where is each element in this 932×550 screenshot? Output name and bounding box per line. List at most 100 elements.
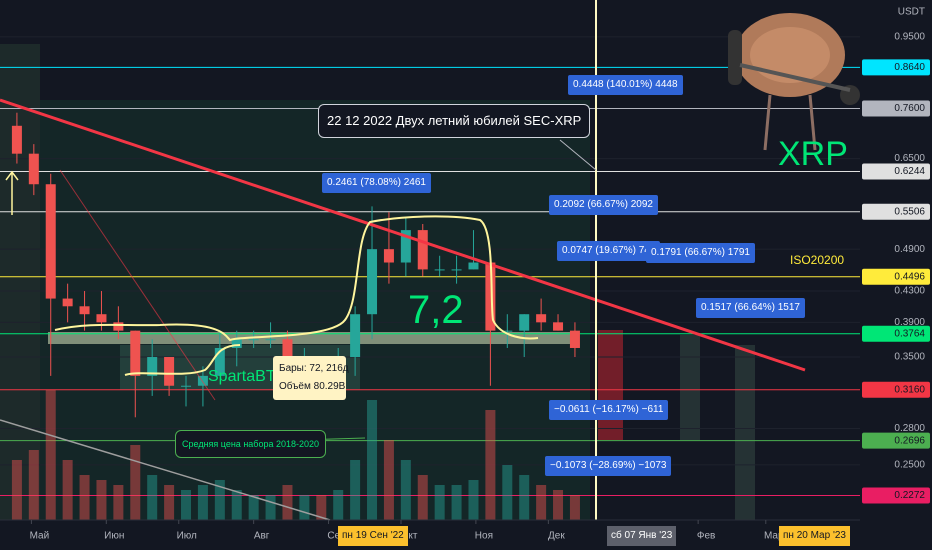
- volume-bar: [485, 410, 496, 520]
- time-label: пн 19 Сен '22: [338, 526, 408, 546]
- x-tick-label: Май: [30, 531, 50, 542]
- level-label: 0.7600: [894, 103, 925, 114]
- iso-label: ISO20200: [790, 253, 845, 267]
- measurement: 0.2461 (78.08%) 2461: [322, 173, 431, 193]
- y-tick-label: 0.3500: [894, 352, 925, 363]
- volume-bar: [62, 460, 73, 520]
- y-tick-label: 0.9500: [894, 32, 925, 43]
- volume-bar: [147, 475, 158, 520]
- candle-body: [350, 314, 361, 358]
- hand-drawn-outline: [54, 215, 539, 342]
- candle-body: [214, 347, 225, 376]
- brain-icon: [728, 13, 860, 151]
- candle-body: [468, 262, 479, 270]
- volume-bar: [181, 490, 192, 520]
- level-label-bg: [862, 203, 930, 220]
- volume-bar: [333, 490, 344, 520]
- symbol-label: XRP: [778, 135, 848, 173]
- volume-bar: [11, 460, 22, 520]
- measurement: 0.4448 (140.01%) 4448: [568, 75, 683, 95]
- shade: [735, 345, 755, 520]
- volume-bar: [96, 480, 107, 520]
- volume-bar: [248, 495, 259, 520]
- level-label-bg: [862, 487, 930, 504]
- candle-body: [181, 385, 192, 387]
- level-label: 0.2272: [894, 490, 925, 501]
- candle-body: [485, 262, 496, 331]
- candle-body: [62, 298, 73, 307]
- candle-body: [400, 230, 411, 263]
- volume-bar: [214, 480, 225, 520]
- candle-body: [28, 153, 39, 185]
- level-label: 0.6244: [894, 166, 925, 177]
- shade: [0, 44, 40, 520]
- y-tick-label: 0.2800: [894, 423, 925, 434]
- y-tick-label: 0.4900: [894, 244, 925, 255]
- candle-body: [451, 269, 462, 271]
- candle-body: [434, 269, 445, 271]
- volume-bar: [569, 495, 580, 520]
- volume-bar: [265, 495, 276, 520]
- author-label: SpartaBTC: [208, 368, 288, 385]
- candle-body: [383, 249, 394, 263]
- trend-line: [59, 169, 216, 401]
- trend-line: [0, 419, 331, 521]
- volume-bar: [519, 475, 530, 520]
- candle-body: [519, 314, 530, 331]
- x-tick-label: Сен: [327, 531, 345, 542]
- shade: [680, 335, 700, 440]
- hand-drawn-outline: [124, 344, 241, 376]
- volume-bar: [45, 390, 56, 520]
- x-tick-label: Мар: [764, 531, 784, 542]
- volume-bar: [130, 445, 141, 520]
- measurement: 0.1517 (66.64%) 1517: [696, 298, 805, 318]
- y-tick-label: 0.6500: [894, 153, 925, 164]
- time-label: пн 20 Мар '23: [779, 526, 850, 546]
- y-tick-label: 0.3900: [894, 317, 925, 328]
- level-label-bg: [862, 100, 930, 117]
- level-label: 0.5506: [894, 206, 925, 217]
- candle-body: [536, 314, 547, 323]
- target-zone: [598, 330, 623, 440]
- candle-body: [569, 330, 580, 348]
- level-label-bg: [862, 432, 930, 449]
- y-tick-label: 0.4300: [894, 286, 925, 297]
- candle-body: [282, 339, 293, 367]
- volume-bar: [451, 485, 462, 520]
- bars-count: Бары: 72, 216д: [279, 363, 349, 374]
- level-label: 0.8640: [894, 62, 925, 73]
- candle-body: [553, 322, 564, 331]
- measurement: −0.1073 (−28.69%) −1073: [545, 456, 672, 476]
- volume-bar: [113, 485, 124, 520]
- level-label-bg: [862, 381, 930, 398]
- time-label: сб 07 Янв '23: [607, 526, 677, 546]
- volume-bar: [197, 485, 208, 520]
- x-tick-label: Ноя: [475, 531, 493, 542]
- level-label: 0.4496: [894, 271, 925, 282]
- trend-line: [0, 98, 806, 372]
- candle-body: [164, 357, 175, 386]
- measurement: 0.1791 (66.67%) 1791: [646, 243, 755, 263]
- candle-body: [417, 230, 428, 270]
- level-label: 0.3160: [894, 384, 925, 395]
- volume-bar: [350, 460, 361, 520]
- level-label-bg: [862, 59, 930, 76]
- average-note: Средняя цена набора 2018-2020: [175, 430, 327, 458]
- candle-body: [113, 322, 124, 331]
- volume-bar: [164, 485, 175, 520]
- currency: USDT: [898, 7, 925, 18]
- range-info: Бары: 72, 216д Объём 80.29B: [273, 356, 349, 400]
- level-label-bg: [862, 268, 930, 285]
- volume-bar: [383, 440, 394, 520]
- y-tick-label: 0.2500: [894, 460, 925, 471]
- volume-bar: [299, 495, 310, 520]
- consolidation-band: [48, 332, 573, 344]
- x-tick-label: Июл: [177, 531, 197, 542]
- candle-body: [265, 339, 276, 341]
- x-tick-label: Авг: [254, 531, 270, 542]
- x-tick-label: Окт: [401, 531, 418, 542]
- candle-body: [197, 375, 208, 386]
- volume-bar: [468, 480, 479, 520]
- volume-bar: [400, 460, 411, 520]
